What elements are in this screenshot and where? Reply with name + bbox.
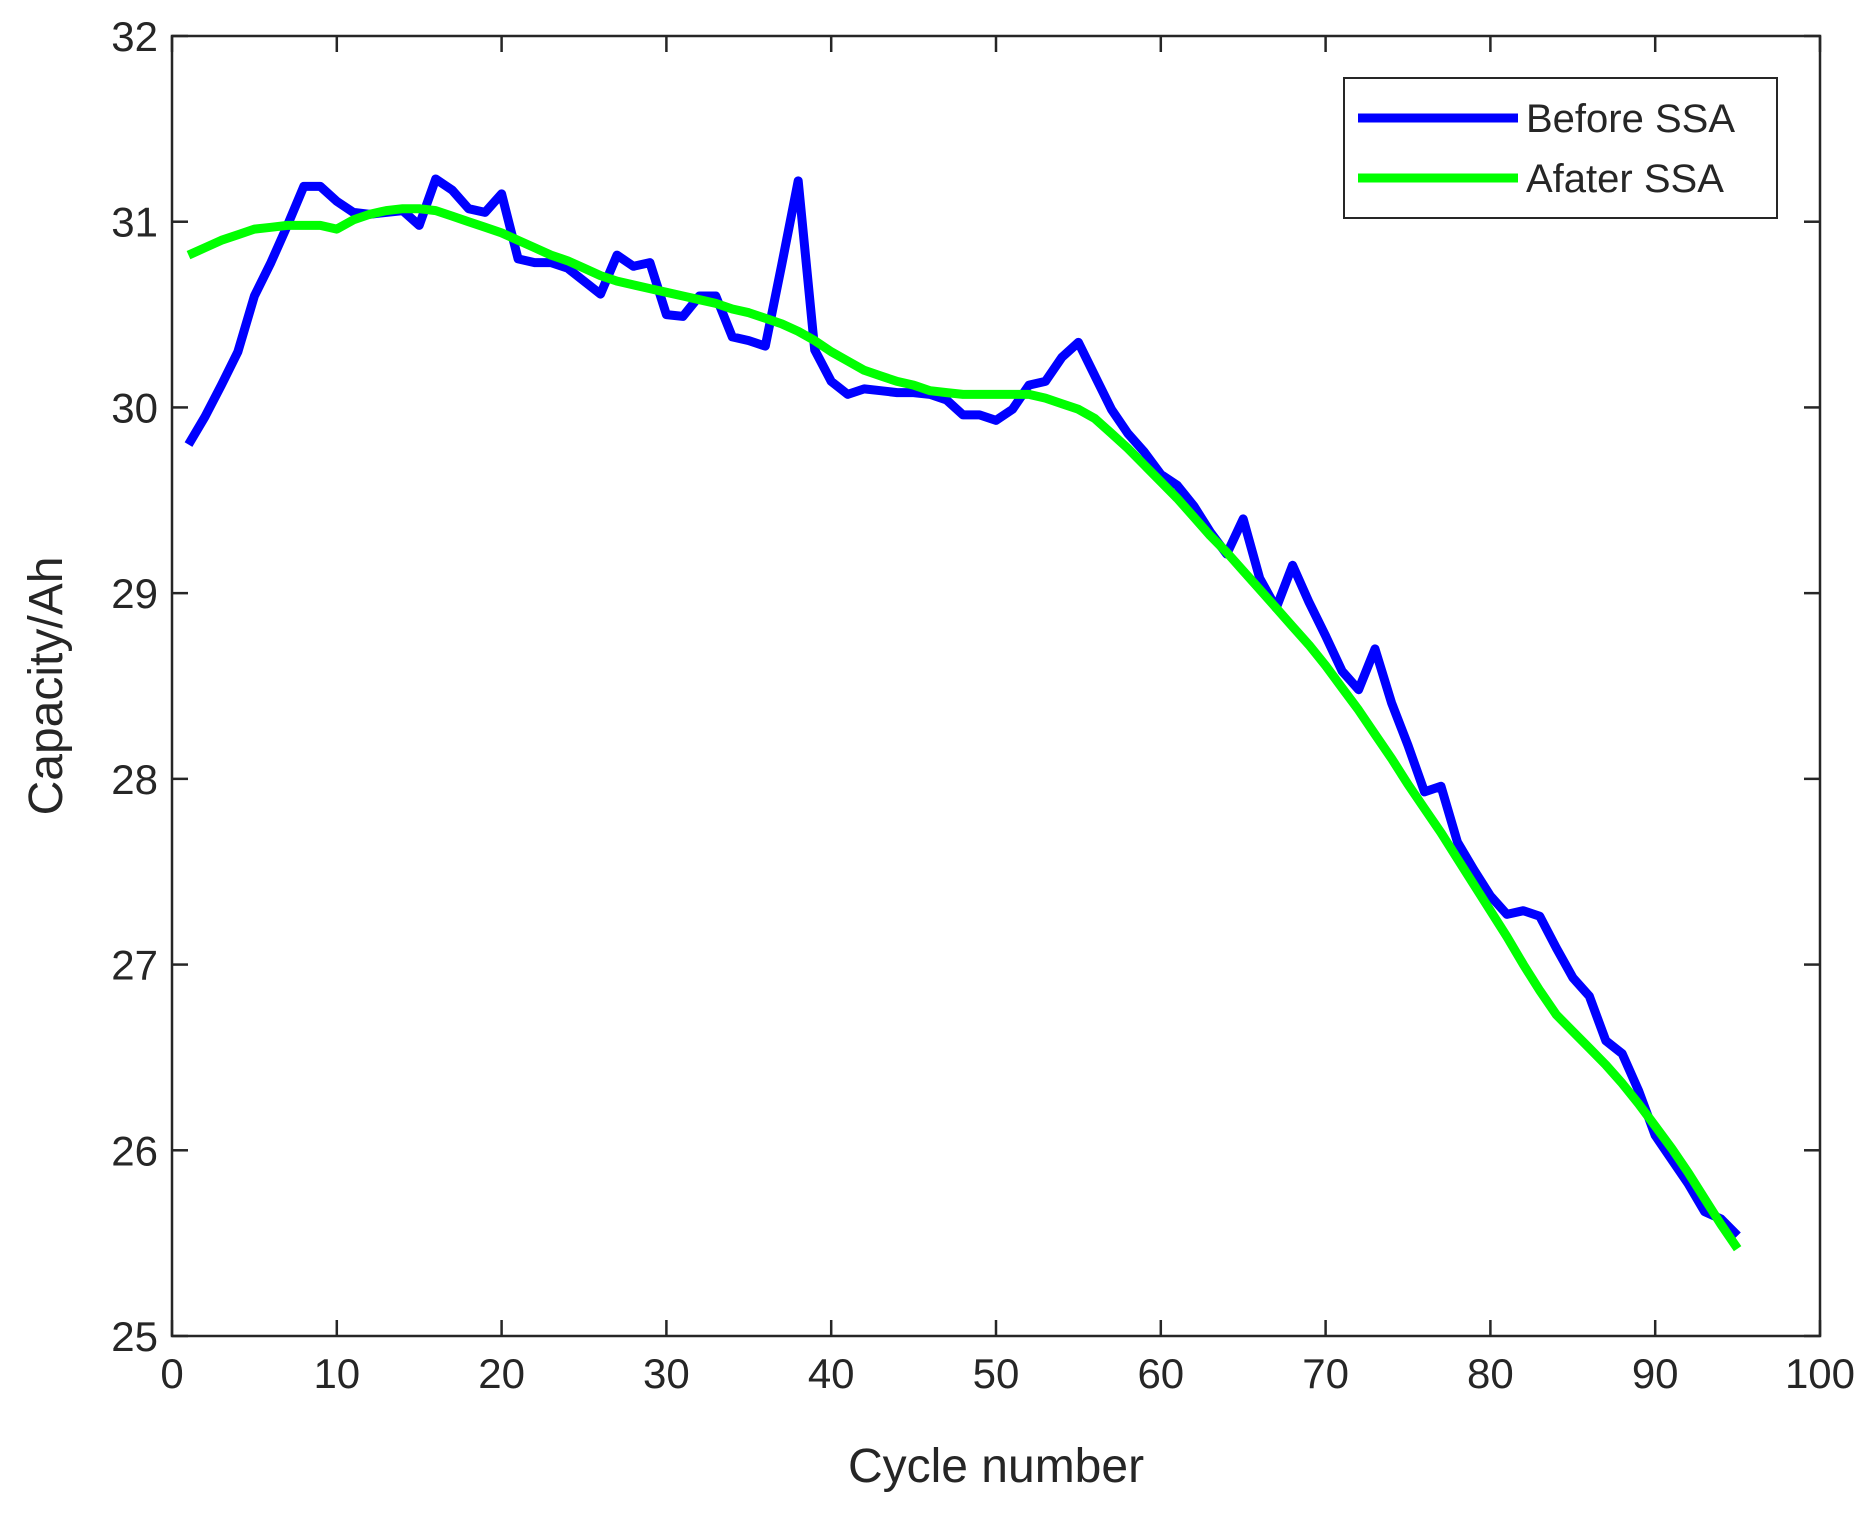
- x-tick-label: 30: [643, 1350, 690, 1397]
- y-tick-label: 29: [111, 570, 158, 617]
- x-tick-label: 50: [973, 1350, 1020, 1397]
- series-line-afater-ssa: [186, 204, 1742, 1252]
- legend: Before SSA Afater SSA: [1343, 77, 1778, 219]
- x-tick-labels: 0 10 20 30 40 50 60 70 80 90 100: [160, 1350, 1855, 1397]
- legend-label-before-ssa: Before SSA: [1526, 97, 1735, 141]
- y-tick-label: 32: [111, 13, 158, 60]
- series-layer: [184, 174, 1742, 1252]
- y-axis-title: Capacity/Ah: [20, 557, 73, 816]
- y-tick-label: 30: [111, 384, 158, 431]
- y-tick-labels: 25 26 27 28 29 30 31 32: [111, 13, 158, 1360]
- y-tick-label: 31: [111, 199, 158, 246]
- x-axis-title: Cycle number: [848, 1440, 1144, 1493]
- legend-box: [1343, 77, 1778, 219]
- y-tick-label: 26: [111, 1127, 158, 1174]
- x-tick-label: 60: [1137, 1350, 1184, 1397]
- series-line-before-ssa: [184, 174, 1741, 1239]
- x-tick-label: 70: [1302, 1350, 1349, 1397]
- x-tick-label: 40: [808, 1350, 855, 1397]
- legend-label-after-ssa: Afater SSA: [1526, 157, 1724, 201]
- x-tick-label: 20: [478, 1350, 525, 1397]
- x-tick-label: 90: [1632, 1350, 1679, 1397]
- x-tick-label: 0: [160, 1350, 183, 1397]
- x-tick-label: 100: [1785, 1350, 1855, 1397]
- x-tick-label: 80: [1467, 1350, 1514, 1397]
- axis-ticks: [170, 34, 1822, 1338]
- y-tick-label: 25: [111, 1313, 158, 1360]
- x-tick-label: 10: [313, 1350, 360, 1397]
- plot-area: [170, 34, 1822, 1338]
- y-tick-label: 27: [111, 942, 158, 989]
- y-tick-label: 28: [111, 756, 158, 803]
